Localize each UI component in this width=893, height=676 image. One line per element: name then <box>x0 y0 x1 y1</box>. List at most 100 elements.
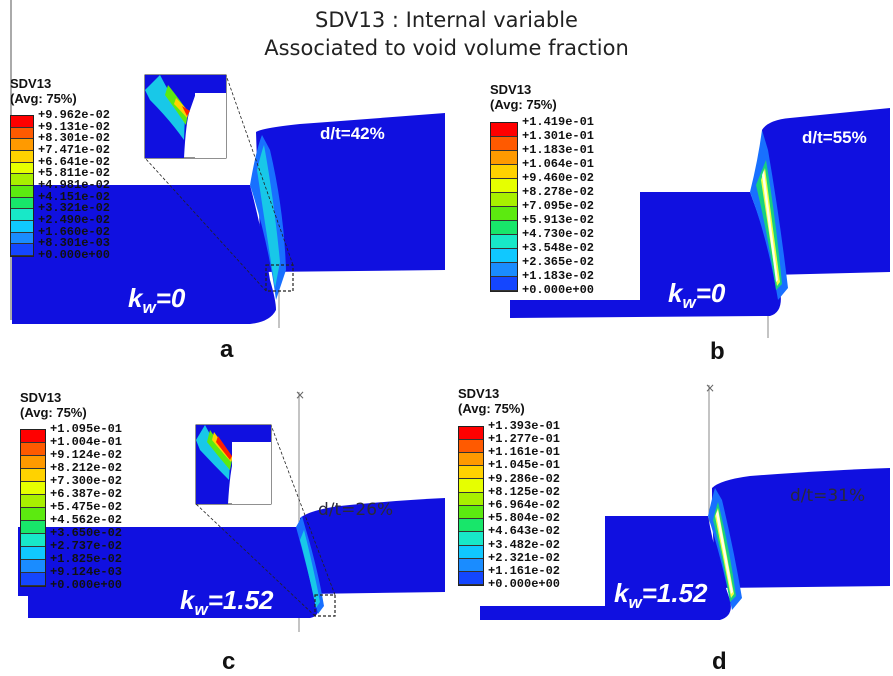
color-scale-cell <box>491 249 517 263</box>
legend-value: +1.660e-02 <box>38 224 111 239</box>
legend-value: +6.387e-02 <box>50 487 123 502</box>
legend-value: +9.286e-02 <box>488 471 561 486</box>
panel-b-legend: SDV13 (Avg: 75%) +1.419e-01 +1.301e-01 +1.… <box>490 82 650 297</box>
legend-value: +3.321e-02 <box>38 201 111 216</box>
panel-d-legend-title: SDV13 <box>458 386 500 401</box>
color-scale-cell <box>11 232 33 245</box>
panel-c-kw-symbol: k <box>180 585 195 615</box>
panel-d-kw-label: kw=1.52 <box>614 578 708 613</box>
panel-c: × SDV13 (Avg: 75%) +1.095e-01 +1.004e-01 +… <box>0 370 450 675</box>
panel-b-mesh <box>510 108 890 338</box>
color-scale-cell <box>11 185 33 198</box>
color-scale-cell <box>21 495 45 508</box>
legend-value: +5.475e-02 <box>50 500 123 514</box>
legend-value: +2.490e-02 <box>38 213 111 228</box>
panel-a-zoom-box <box>265 264 294 292</box>
legend-value: +7.095e-02 <box>522 199 595 213</box>
legend-value: +4.643e-02 <box>488 524 561 539</box>
color-scale-cell <box>491 193 517 207</box>
legend-value: +0.000e+00 <box>488 577 561 592</box>
color-scale-cell <box>21 533 45 547</box>
color-scale-cell <box>11 139 33 151</box>
legend-value: +1.825e-02 <box>50 551 123 566</box>
legend-value: +1.277e-01 <box>488 431 561 446</box>
legend-value: +4.151e-02 <box>38 189 111 204</box>
panel-a-kw-sub: w <box>142 298 156 318</box>
panel-b-label: b <box>710 338 725 365</box>
legend-value: +0.000e+00 <box>38 248 111 263</box>
panel-a-dt-label: d/t=42% <box>320 124 385 143</box>
panel-a-kw-value: =0 <box>155 283 186 313</box>
color-scale-cell <box>491 165 517 179</box>
color-scale-cell <box>491 123 517 137</box>
panel-a-kw-label: kw=0 <box>128 283 185 318</box>
color-scale-cell <box>11 244 33 257</box>
panel-b-lower-block <box>510 192 781 318</box>
panel-c-color-scale <box>20 429 46 587</box>
figure-title-line-2: Associated to void volume fraction <box>264 36 629 60</box>
panel-a-label: a <box>220 336 234 363</box>
legend-value: +1.161e-02 <box>488 564 561 579</box>
color-scale-cell <box>459 426 483 440</box>
legend-value: +9.124e-03 <box>50 564 123 579</box>
panel-a-shear-band-inner <box>257 145 280 288</box>
color-scale-cell <box>491 235 517 249</box>
legend-value: +9.460e-02 <box>522 171 595 185</box>
color-scale-cell <box>21 507 45 521</box>
panel-b-legend-subtitle: (Avg: 75%) <box>490 97 557 112</box>
panel-c-dt-label: d/t=26% <box>318 500 394 520</box>
color-scale-cell <box>21 443 45 457</box>
color-scale-cell <box>11 209 33 222</box>
color-scale-cell <box>459 532 483 546</box>
color-scale-cell <box>491 207 517 221</box>
legend-value: +6.641e-02 <box>38 154 111 169</box>
color-scale-cell <box>11 162 33 175</box>
legend-value: +8.301e-02 <box>38 131 111 146</box>
panel-d-dt-label: d/t=31% <box>790 486 866 506</box>
panel-b-kw-label: kw=0 <box>668 278 725 313</box>
color-scale-cell <box>459 466 483 480</box>
legend-value: +1.419e-01 <box>522 115 595 129</box>
panel-d-kw-value: =1.52 <box>641 578 708 608</box>
color-scale-cell <box>11 150 33 163</box>
panel-c-shear-band-inner <box>300 530 320 608</box>
legend-value: +3.650e-02 <box>50 525 123 540</box>
panel-c-upper-block <box>300 498 445 594</box>
color-scale-cell <box>459 572 483 586</box>
legend-value: +1.161e-01 <box>488 445 561 460</box>
legend-value: +1.004e-01 <box>50 435 123 450</box>
legend-value: +7.471e-02 <box>38 142 111 157</box>
legend-value: +1.393e-01 <box>488 418 561 433</box>
legend-value: +9.124e-02 <box>50 448 123 463</box>
color-scale-cell <box>21 469 45 483</box>
color-scale-cell <box>21 559 45 573</box>
legend-value: +5.804e-02 <box>488 511 561 526</box>
legend-value: +9.962e-02 <box>38 107 111 122</box>
legend-value: +1.183e-01 <box>522 143 595 157</box>
legend-value: +7.300e-02 <box>50 474 123 489</box>
legend-value: +2.737e-02 <box>50 538 123 553</box>
panel-d: × SDV13 (Avg: 75%) +1.393e-01 +1.277e-01 +… <box>450 370 893 675</box>
legend-value: +0.000e+00 <box>50 577 123 592</box>
color-scale-cell <box>459 558 483 573</box>
color-scale-cell <box>459 505 483 520</box>
color-scale-cell <box>11 174 33 186</box>
panel-c-inset <box>195 424 272 505</box>
color-scale-cell <box>21 456 45 470</box>
legend-value: +4.562e-02 <box>50 512 123 527</box>
color-scale-cell <box>11 221 33 233</box>
legend-value: +9.131e-02 <box>38 119 111 134</box>
figure-title-line-1: SDV13 : Internal variable <box>315 8 578 32</box>
color-scale-cell <box>459 479 483 493</box>
legend-value: +4.730e-02 <box>522 227 595 241</box>
legend-value: +0.000e+00 <box>522 283 595 297</box>
panel-d-kw-sub: w <box>628 593 642 613</box>
panel-d-kw-symbol: k <box>614 578 629 608</box>
legend-value: +8.278e-02 <box>522 185 595 199</box>
legend-value: +4.981e-02 <box>38 178 111 192</box>
panel-c-kw-label: kw=1.52 <box>180 585 274 620</box>
legend-value: +6.964e-02 <box>488 498 561 512</box>
panel-c-kw-sub: w <box>194 600 208 620</box>
color-scale-cell <box>11 127 33 140</box>
panel-b-upper-block <box>762 108 890 275</box>
